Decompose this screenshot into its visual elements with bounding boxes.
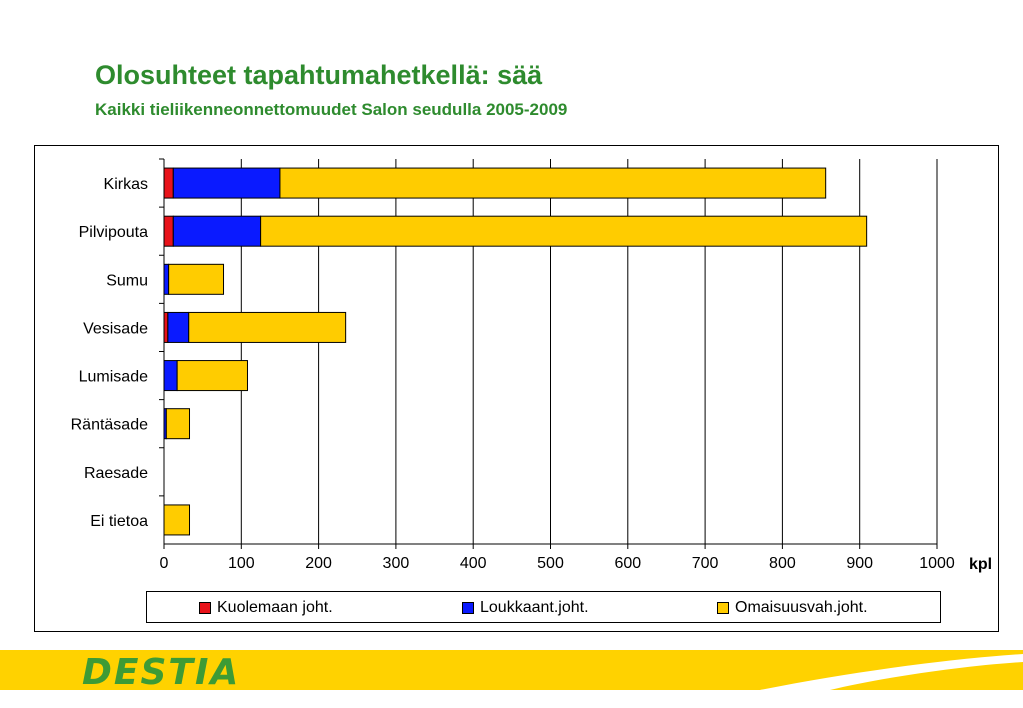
- x-unit-label: kpl: [969, 556, 992, 573]
- bar-segment: [172, 167, 281, 199]
- category-label: Ei tietoa: [90, 513, 148, 530]
- x-tick-label: 600: [614, 555, 641, 572]
- legend-label: Loukkaant.joht.: [480, 599, 589, 616]
- chart-frame: 0 100 200 300 400 500 600 700 800 900 1000 kpl Kirka…: [34, 145, 999, 632]
- bar-segment: [172, 215, 262, 247]
- bar-segment: [163, 360, 178, 392]
- bar-segment: [163, 215, 174, 247]
- bar-segment: [279, 167, 827, 199]
- legend-swatch: [717, 602, 729, 614]
- x-tick-label: 1000: [919, 555, 955, 572]
- x-tick-label: 800: [769, 555, 796, 572]
- x-tick-label: 100: [228, 555, 255, 572]
- bar-segment: [163, 167, 174, 199]
- x-tick-label: 400: [460, 555, 487, 572]
- legend-item: Omaisuusvah.joht.: [717, 599, 868, 617]
- x-tick-label: 700: [692, 555, 719, 572]
- bar-segment: [163, 504, 191, 536]
- page-title: Olosuhteet tapahtumahetkellä: sää: [95, 60, 543, 90]
- bar-segment: [188, 311, 347, 343]
- destia-logo: DESTIA: [82, 654, 240, 688]
- bar-segment: [167, 311, 190, 343]
- category-label: Lumisade: [79, 369, 148, 386]
- category-label: Räntäsade: [71, 417, 148, 434]
- logo-text: DESTIA: [82, 654, 240, 688]
- category-label: Kirkas: [104, 176, 148, 193]
- legend-swatch: [462, 602, 474, 614]
- bar-segment: [260, 215, 868, 247]
- legend-item: Loukkaant.joht.: [462, 599, 589, 617]
- legend-swatch: [199, 602, 211, 614]
- page-subtitle: Kaikki tieliikenneonnettomuudet Salon se…: [95, 100, 568, 119]
- chart-legend: Kuolemaan joht. Loukkaant.joht. Omaisuusva…: [146, 591, 941, 623]
- x-tick-label: 200: [305, 555, 332, 572]
- x-tick-label: 300: [383, 555, 410, 572]
- category-label: Sumu: [106, 272, 148, 289]
- bar-segment: [168, 263, 225, 295]
- x-tick-label: 900: [846, 555, 873, 572]
- legend-label: Kuolemaan joht.: [217, 599, 333, 616]
- bar-segment: [165, 408, 191, 440]
- footer-swoosh: [0, 654, 1023, 708]
- bar-chart: 0 100 200 300 400 500 600 700 800 900 1000 kpl Kirka…: [71, 158, 992, 573]
- x-tick-label: 0: [160, 555, 169, 572]
- bar-segment: [163, 263, 170, 295]
- category-label: Pilvipouta: [79, 224, 148, 241]
- legend-item: Kuolemaan joht.: [199, 599, 333, 617]
- category-label: Raesade: [84, 465, 148, 482]
- bar-segment: [176, 360, 248, 392]
- bar-segment: [163, 311, 169, 343]
- legend-label: Omaisuusvah.joht.: [735, 599, 868, 616]
- x-tick-label: 500: [537, 555, 564, 572]
- category-label: Vesisade: [83, 320, 148, 337]
